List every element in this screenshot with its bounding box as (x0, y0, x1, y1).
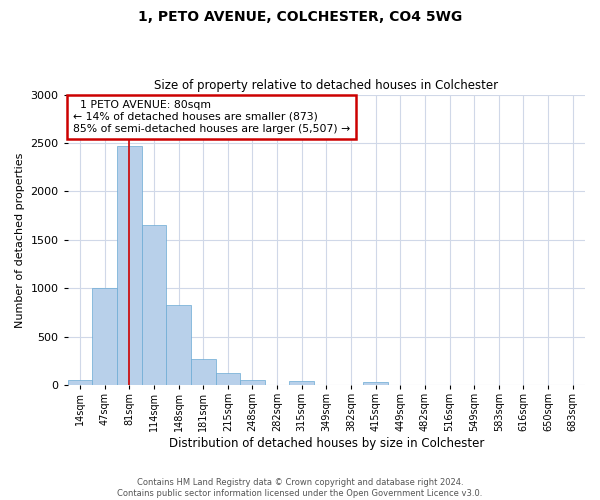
Bar (191, 359, 215, 385)
Bar (92, 288, 117, 385)
Bar (240, 380, 265, 385)
Y-axis label: Number of detached properties: Number of detached properties (15, 152, 25, 328)
Text: 1, PETO AVENUE, COLCHESTER, CO4 5WG: 1, PETO AVENUE, COLCHESTER, CO4 5WG (138, 10, 462, 24)
Bar (117, 146, 142, 385)
Bar (215, 372, 240, 385)
Bar (142, 226, 166, 385)
Text: 1 PETO AVENUE: 80sqm  
← 14% of detached houses are smaller (873)
85% of semi-de: 1 PETO AVENUE: 80sqm ← 14% of detached h… (73, 100, 350, 134)
Bar (364, 382, 388, 385)
Title: Size of property relative to detached houses in Colchester: Size of property relative to detached ho… (154, 79, 499, 92)
Bar (289, 382, 314, 385)
Bar (68, 380, 92, 385)
Text: Contains HM Land Registry data © Crown copyright and database right 2024.
Contai: Contains HM Land Registry data © Crown c… (118, 478, 482, 498)
Bar (166, 304, 191, 385)
X-axis label: Distribution of detached houses by size in Colchester: Distribution of detached houses by size … (169, 437, 484, 450)
